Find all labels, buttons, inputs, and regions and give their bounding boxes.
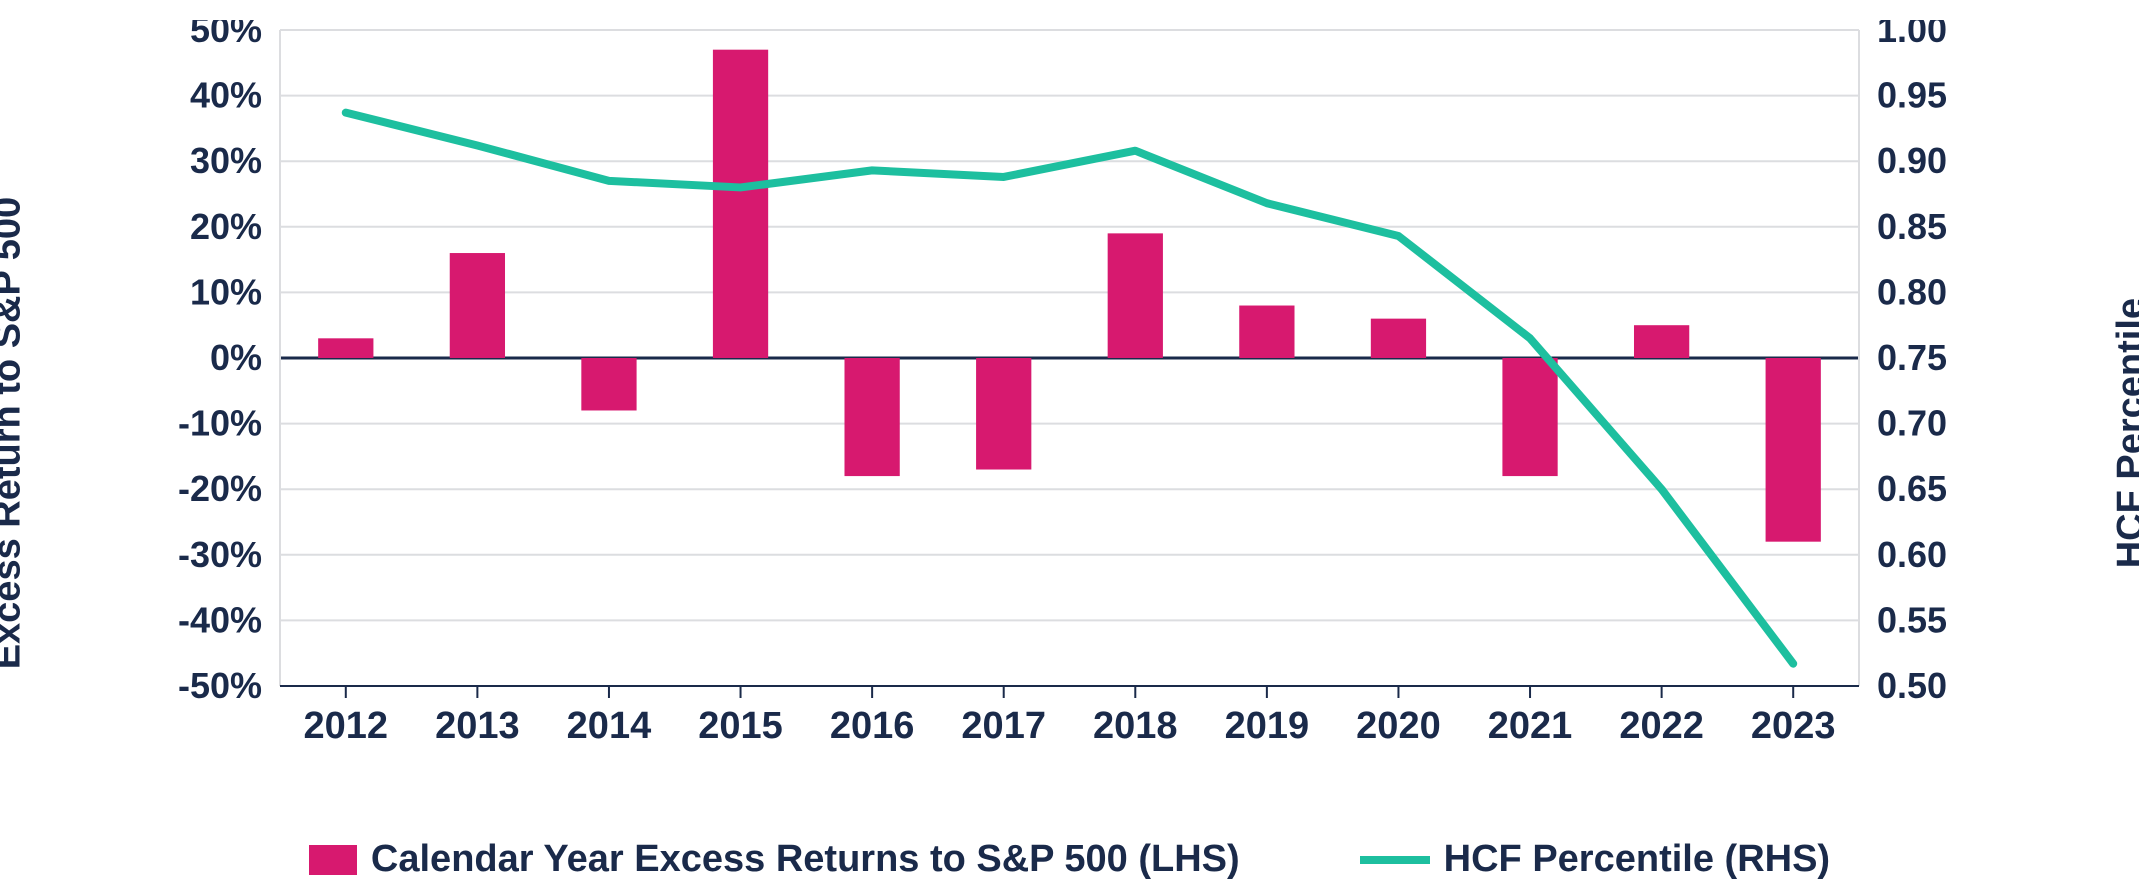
x-tick-label: 2014	[567, 705, 652, 747]
svg-text:0.75: 0.75	[1877, 337, 1947, 378]
svg-text:0%: 0%	[210, 337, 262, 378]
legend-item-line: HCF Percentile (RHS)	[1360, 838, 1830, 881]
svg-text:-30%: -30%	[178, 534, 262, 575]
svg-text:30%: 30%	[190, 140, 262, 181]
svg-text:-10%: -10%	[178, 403, 262, 444]
legend-item-bars: Calendar Year Excess Returns to S&P 500 …	[309, 838, 1240, 881]
svg-text:0.55: 0.55	[1877, 599, 1947, 640]
bar	[713, 50, 768, 358]
chart-svg: -50% -40% -30% -20% -10% 0% 10% 20% 30% 40% 50% 0.5…	[170, 20, 1969, 751]
x-tick-label: 2016	[830, 705, 915, 747]
legend: Calendar Year Excess Returns to S&P 500 …	[0, 838, 2139, 881]
svg-text:1.00: 1.00	[1877, 20, 1947, 50]
x-tick-label: 2021	[1488, 705, 1573, 747]
legend-bar-label: Calendar Year Excess Returns to S&P 500 …	[371, 838, 1240, 881]
x-tick-label: 2017	[961, 705, 1046, 747]
x-tick-label: 2020	[1356, 705, 1441, 747]
x-tick-label: 2013	[435, 705, 520, 747]
svg-text:-40%: -40%	[178, 599, 262, 640]
x-tick-label: 2019	[1225, 705, 1310, 747]
svg-text:40%: 40%	[190, 75, 262, 116]
svg-text:0.80: 0.80	[1877, 271, 1947, 312]
svg-text:-20%: -20%	[178, 468, 262, 509]
svg-text:0.85: 0.85	[1877, 206, 1947, 247]
x-tick-label: 2018	[1093, 705, 1178, 747]
bar	[450, 253, 505, 358]
bar	[1371, 319, 1426, 358]
svg-text:0.90: 0.90	[1877, 140, 1947, 181]
bar	[976, 358, 1031, 470]
svg-text:0.95: 0.95	[1877, 75, 1947, 116]
svg-text:0.65: 0.65	[1877, 468, 1947, 509]
bar	[1766, 358, 1821, 542]
svg-text:-50%: -50%	[178, 665, 262, 706]
bar	[1108, 233, 1163, 358]
x-tick-label: 2015	[698, 705, 783, 747]
chart-container: Excess Return to S&P 500 HCF Percentile …	[0, 0, 2139, 891]
svg-text:0.70: 0.70	[1877, 403, 1947, 444]
plot-area: -50% -40% -30% -20% -10% 0% 10% 20% 30% 40% 50% 0.5…	[170, 20, 1969, 751]
svg-text:10%: 10%	[190, 271, 262, 312]
legend-line-swatch	[1360, 856, 1430, 864]
y-axis-right-label: HCF Percentile	[2110, 297, 2139, 567]
bar	[1239, 306, 1294, 358]
legend-line-label: HCF Percentile (RHS)	[1444, 838, 1830, 881]
bar	[1634, 325, 1689, 358]
svg-text:0.60: 0.60	[1877, 534, 1947, 575]
x-tick-label: 2012	[304, 705, 389, 747]
svg-text:50%: 50%	[190, 20, 262, 50]
legend-bar-swatch	[309, 845, 357, 875]
bar	[581, 358, 636, 410]
bar	[318, 338, 373, 358]
svg-text:0.50: 0.50	[1877, 665, 1947, 706]
bar	[1502, 358, 1557, 476]
bar	[844, 358, 899, 476]
x-tick-label: 2022	[1619, 705, 1704, 747]
y-axis-left-label: Excess Return to S&P 500	[0, 196, 30, 668]
x-tick-label: 2023	[1751, 705, 1836, 747]
svg-text:20%: 20%	[190, 206, 262, 247]
